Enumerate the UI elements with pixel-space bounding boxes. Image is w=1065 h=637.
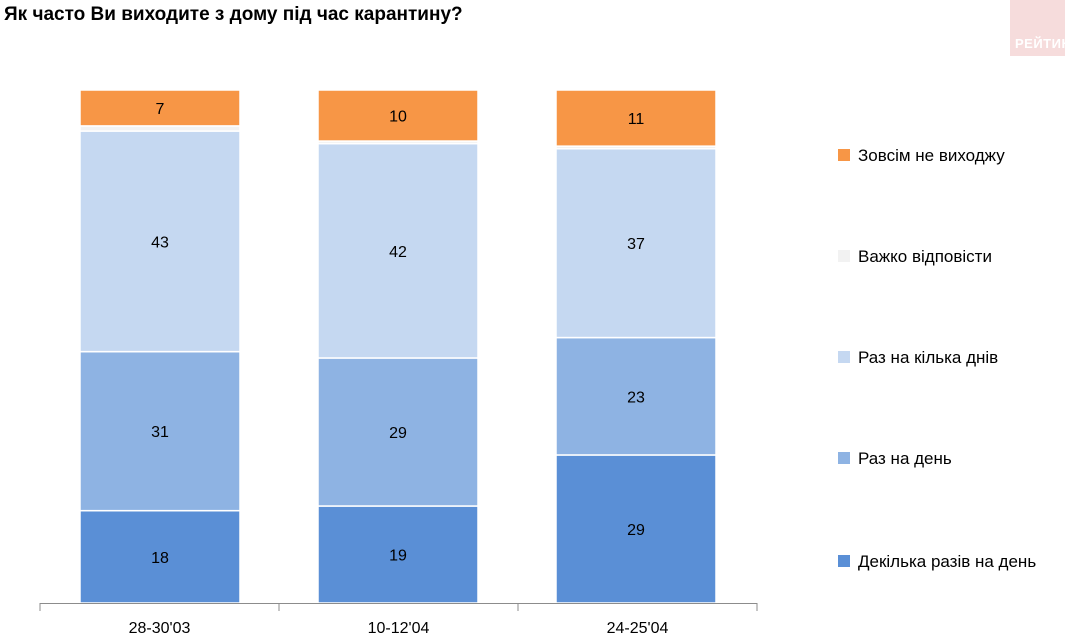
data-label: 18 <box>151 550 169 567</box>
bars-layer: 18 31 43 7 19 29 42 10 29 23 37 11 <box>79 89 717 604</box>
data-label: 29 <box>389 425 407 442</box>
data-label: 29 <box>627 522 645 539</box>
data-label: 19 <box>389 548 407 565</box>
data-label: 23 <box>627 389 645 406</box>
bar-segment <box>317 357 479 507</box>
x-tick-label: 28-30'03 <box>129 620 191 637</box>
bar-segment <box>79 89 241 127</box>
legend-swatch <box>838 250 850 262</box>
bar-segment <box>79 350 241 512</box>
data-label: 11 <box>628 111 645 128</box>
bar-segment <box>555 89 717 147</box>
x-tick-label: 10-12'04 <box>368 620 430 637</box>
bar-segment <box>555 336 717 456</box>
bar-segment <box>555 147 717 339</box>
bar-segment <box>317 142 479 359</box>
legend-swatch <box>838 555 850 567</box>
data-label: 43 <box>151 234 169 251</box>
legend-label: Зовсім не виходжу <box>858 146 1005 165</box>
x-tick-label: 24-25'04 <box>607 620 669 637</box>
bar-segment <box>317 505 479 604</box>
chart-title: Як часто Ви виходите з дому під час кара… <box>4 4 463 25</box>
legend: Зовсім не виходжу Важко відповісти Раз на … <box>838 146 1036 571</box>
bar-segment <box>79 130 241 353</box>
legend-label: Раз на день <box>858 449 952 468</box>
legend-label: Декілька разів на день <box>858 552 1036 571</box>
bar-segment <box>79 125 241 132</box>
legend-swatch <box>838 351 850 363</box>
legend-swatch <box>838 452 850 464</box>
data-label: 37 <box>627 236 645 253</box>
x-axis: 28-30'03 10-12'04 24-25'04 <box>39 603 758 637</box>
bar-segment <box>317 89 479 142</box>
logo-text: РЕЙТИНГ <box>1015 36 1065 51</box>
data-label: 42 <box>389 244 407 261</box>
data-label: 10 <box>389 109 407 126</box>
rating-logo: РЕЙТИНГ <box>1010 0 1065 56</box>
legend-label: Раз на кілька днів <box>858 348 998 367</box>
data-label: 7 <box>156 101 165 118</box>
legend-swatch <box>838 149 850 161</box>
legend-label: Важко відповісти <box>858 247 992 266</box>
data-label: 31 <box>151 424 169 441</box>
